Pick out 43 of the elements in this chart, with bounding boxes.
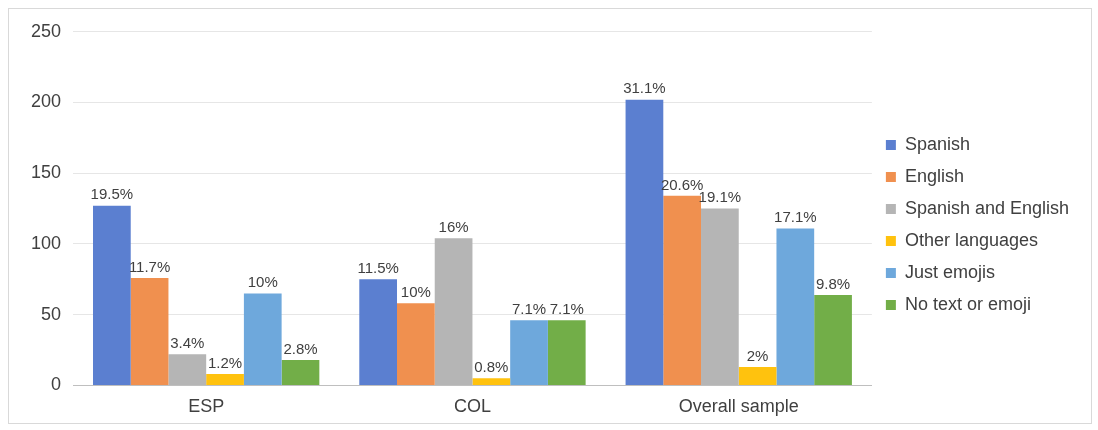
annotation: 2% (746, 346, 769, 364)
bar (547, 320, 586, 385)
bar (359, 279, 398, 385)
annotation: 9.8% (815, 274, 851, 292)
bar (206, 374, 244, 385)
legend-label: Other languages (904, 229, 1038, 250)
legend-label: Just emojis (904, 261, 995, 282)
x-tick-label: Overall sample (678, 396, 799, 417)
bar (776, 228, 815, 385)
x-tick-label: COL (453, 396, 491, 417)
bar (510, 320, 548, 385)
annotation: 7.1% (549, 299, 584, 317)
bar (814, 294, 852, 385)
annotation: 11.5% (357, 258, 399, 276)
annotation: 31.1% (623, 79, 666, 97)
x-tick-label: ESP (188, 396, 225, 417)
annotation: 7.1% (511, 299, 547, 317)
bar (397, 303, 435, 385)
y-tick-label: 250 (30, 20, 62, 41)
legend-label: English (904, 165, 964, 186)
y-tick-label: 100 (30, 232, 62, 253)
legend-label: Spanish (904, 133, 970, 154)
annotation: 10% (247, 273, 278, 291)
y-tick-label: 50 (41, 303, 62, 324)
bar (130, 277, 169, 385)
annotation: 0.8% (474, 357, 509, 375)
annotation: 16% (438, 217, 469, 235)
legend-label: Spanish and English (904, 197, 1070, 218)
annotation: 19.5% (90, 185, 134, 203)
bar (281, 359, 320, 385)
bar (93, 205, 131, 385)
annotation: 1.2% (207, 353, 243, 371)
y-tick-label: 0 (51, 374, 62, 395)
y-tick-label: 200 (30, 91, 62, 112)
y-tick-label: 150 (30, 162, 62, 183)
annotation: 10% (400, 283, 431, 301)
bar (472, 378, 511, 385)
bar (738, 367, 777, 385)
bar (243, 293, 282, 385)
annotation: 3.4% (170, 333, 205, 351)
legend-label: No text or emoji (904, 293, 1031, 314)
annotation: 17.1% (774, 208, 817, 226)
annotation: 2.8% (283, 339, 318, 357)
